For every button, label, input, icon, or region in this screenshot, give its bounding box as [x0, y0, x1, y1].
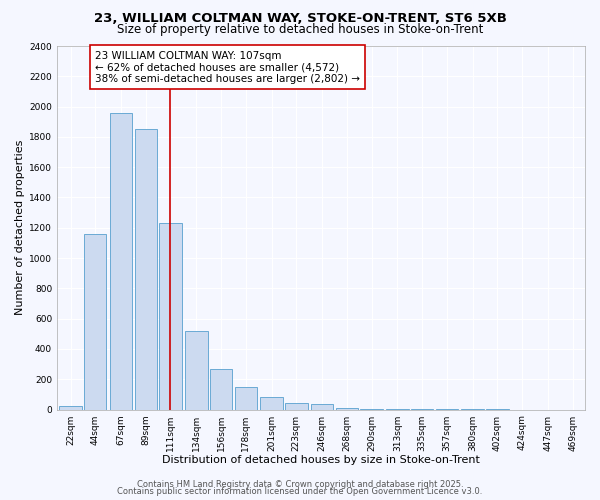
Text: Contains public sector information licensed under the Open Government Licence v3: Contains public sector information licen…	[118, 487, 482, 496]
Bar	[361, 409, 383, 410]
Bar	[335, 408, 358, 410]
Bar	[235, 387, 257, 409]
Bar	[110, 112, 132, 410]
Text: Contains HM Land Registry data © Crown copyright and database right 2025.: Contains HM Land Registry data © Crown c…	[137, 480, 463, 489]
Bar	[134, 130, 157, 409]
Bar	[260, 396, 283, 409]
Bar	[285, 403, 308, 409]
Text: 23, WILLIAM COLTMAN WAY, STOKE-ON-TRENT, ST6 5XB: 23, WILLIAM COLTMAN WAY, STOKE-ON-TRENT,…	[94, 12, 506, 26]
Text: 23 WILLIAM COLTMAN WAY: 107sqm
← 62% of detached houses are smaller (4,572)
38% : 23 WILLIAM COLTMAN WAY: 107sqm ← 62% of …	[95, 50, 360, 84]
Bar	[84, 234, 106, 410]
Text: Size of property relative to detached houses in Stoke-on-Trent: Size of property relative to detached ho…	[117, 22, 483, 36]
Bar	[159, 224, 182, 410]
Bar	[210, 368, 232, 410]
Bar	[185, 331, 208, 409]
Bar	[59, 406, 82, 409]
X-axis label: Distribution of detached houses by size in Stoke-on-Trent: Distribution of detached houses by size …	[162, 455, 480, 465]
Bar	[311, 404, 334, 409]
Y-axis label: Number of detached properties: Number of detached properties	[15, 140, 25, 316]
